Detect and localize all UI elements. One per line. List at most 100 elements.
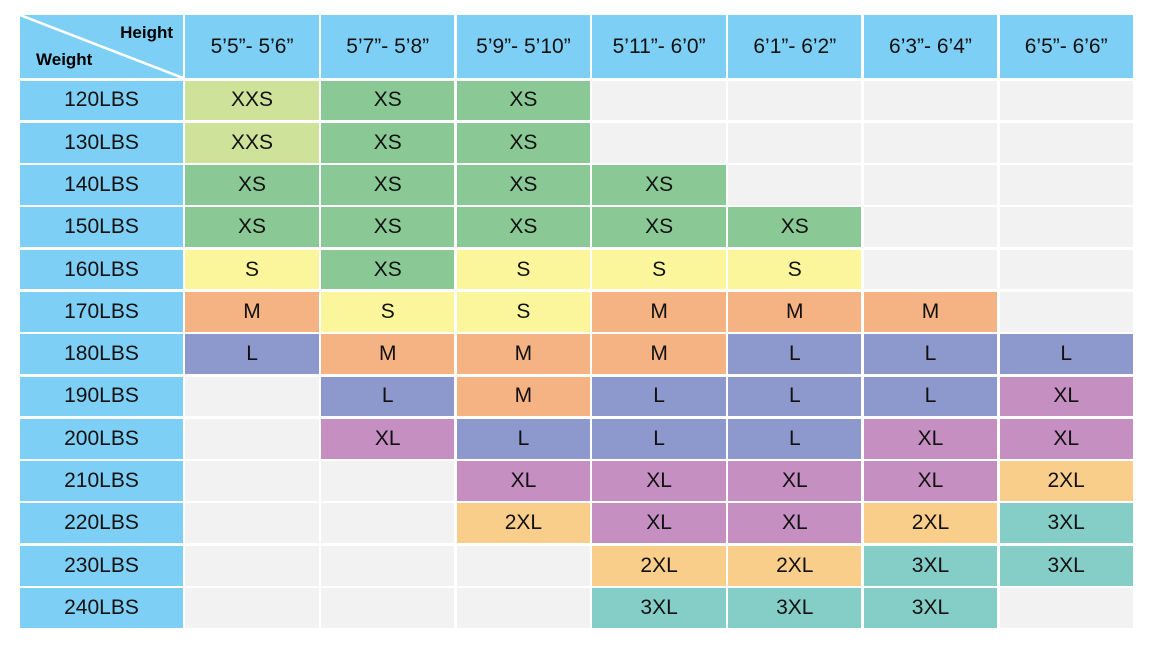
size-cell: M <box>185 291 319 332</box>
weight-header: 190LBS <box>20 376 183 417</box>
weight-header: 200LBS <box>20 418 183 459</box>
size-cell: XL <box>456 461 591 501</box>
size-cell: XS <box>185 207 319 248</box>
size-cell: XS <box>321 249 455 290</box>
height-header: 6’3”- 6’4” <box>863 15 998 78</box>
empty-cell <box>999 588 1133 628</box>
height-header: 5’11”- 6’0” <box>592 15 726 78</box>
size-cell: L <box>999 334 1133 375</box>
size-cell: S <box>728 249 862 290</box>
empty-cell <box>185 588 319 628</box>
size-cell: L <box>863 334 998 375</box>
empty-cell <box>592 80 726 121</box>
size-cell: XS <box>592 165 726 205</box>
size-cell: M <box>456 334 591 375</box>
empty-cell <box>999 207 1133 248</box>
size-cell: M <box>321 334 455 375</box>
empty-cell <box>863 165 998 205</box>
size-cell: 3XL <box>863 588 998 628</box>
empty-cell <box>456 588 591 628</box>
empty-cell <box>185 418 319 459</box>
size-cell: M <box>456 376 591 417</box>
empty-cell <box>321 545 455 586</box>
height-header: 5’5”- 5’6” <box>185 15 319 78</box>
size-cell: L <box>728 376 862 417</box>
size-cell: XS <box>185 165 319 205</box>
size-chart-table: Height Weight 5’5”- 5’6” 5’7”- 5’8” 5’9”- … <box>20 15 1133 628</box>
height-axis-label: Height <box>120 23 173 42</box>
empty-cell <box>863 80 998 121</box>
size-cell: 2XL <box>728 545 862 586</box>
size-cell: M <box>592 334 726 375</box>
size-cell: M <box>728 291 862 332</box>
size-cell: XXS <box>185 80 319 121</box>
weight-header: 240LBS <box>20 588 183 628</box>
size-cell: XS <box>321 165 455 205</box>
size-cell: XXS <box>185 122 319 163</box>
size-cell: XL <box>863 461 998 501</box>
size-cell: L <box>592 376 726 417</box>
size-cell: L <box>863 376 998 417</box>
size-cell: S <box>321 291 455 332</box>
empty-cell <box>999 80 1133 121</box>
size-cell: XS <box>592 207 726 248</box>
size-cell: XL <box>321 418 455 459</box>
size-cell: L <box>185 334 319 375</box>
empty-cell <box>185 461 319 501</box>
weight-header: 220LBS <box>20 503 183 544</box>
size-cell: XL <box>592 461 726 501</box>
size-cell: XL <box>728 461 862 501</box>
size-cell: L <box>728 418 862 459</box>
size-cell: L <box>592 418 726 459</box>
empty-cell <box>321 588 455 628</box>
size-cell: S <box>592 249 726 290</box>
empty-cell <box>728 80 862 121</box>
size-cell: M <box>863 291 998 332</box>
size-cell: 3XL <box>999 503 1133 544</box>
size-cell: XL <box>999 418 1133 459</box>
size-cell: XS <box>321 122 455 163</box>
empty-cell <box>592 122 726 163</box>
height-header: 6’1”- 6’2” <box>728 15 862 78</box>
size-cell: XL <box>863 418 998 459</box>
size-cell: XS <box>321 80 455 121</box>
size-cell: 2XL <box>456 503 591 544</box>
height-header: 5’7”- 5’8” <box>321 15 455 78</box>
size-cell: 2XL <box>863 503 998 544</box>
size-cell: S <box>185 249 319 290</box>
empty-cell <box>863 122 998 163</box>
size-cell: 3XL <box>728 588 862 628</box>
empty-cell <box>456 545 591 586</box>
size-cell: XS <box>321 207 455 248</box>
empty-cell <box>999 249 1133 290</box>
size-cell: 3XL <box>592 588 726 628</box>
weight-header: 180LBS <box>20 334 183 375</box>
empty-cell <box>321 503 455 544</box>
size-cell: XL <box>592 503 726 544</box>
weight-header: 120LBS <box>20 80 183 121</box>
size-cell: XS <box>456 207 591 248</box>
size-cell: 3XL <box>999 545 1133 586</box>
weight-header: 130LBS <box>20 122 183 163</box>
empty-cell <box>863 207 998 248</box>
empty-cell <box>185 545 319 586</box>
weight-axis-label: Weight <box>36 50 93 69</box>
size-cell: 2XL <box>999 461 1133 501</box>
size-cell: XS <box>456 122 591 163</box>
weight-header: 230LBS <box>20 545 183 586</box>
height-header: 5’9”- 5’10” <box>456 15 591 78</box>
size-cell: L <box>456 418 591 459</box>
size-cell: S <box>456 291 591 332</box>
diagonal-divider <box>20 15 183 78</box>
size-cell: 3XL <box>863 545 998 586</box>
size-cell: L <box>728 334 862 375</box>
empty-cell <box>863 249 998 290</box>
empty-cell <box>999 291 1133 332</box>
size-cell: 2XL <box>592 545 726 586</box>
empty-cell <box>728 122 862 163</box>
empty-cell <box>728 165 862 205</box>
weight-header: 160LBS <box>20 249 183 290</box>
size-cell: XS <box>456 165 591 205</box>
empty-cell <box>185 503 319 544</box>
height-header: 6’5”- 6’6” <box>999 15 1133 78</box>
